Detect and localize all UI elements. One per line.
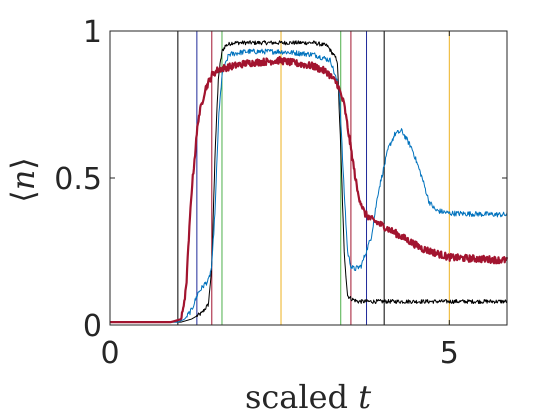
x-axis-label-text: scaled bbox=[245, 378, 348, 416]
y-tick-label-2: 1 bbox=[83, 15, 102, 50]
series-line-red bbox=[109, 55, 509, 324]
y-tick-label-1: 0.5 bbox=[54, 162, 102, 197]
y-axis-label-close: ⟩ bbox=[4, 157, 42, 169]
tick-labels: 0 5 0 0.5 1 bbox=[54, 15, 459, 371]
x-tick-label-0: 0 bbox=[100, 336, 119, 371]
y-axis-label-open: ⟨ bbox=[4, 190, 42, 202]
series-line-black bbox=[110, 40, 508, 323]
axis-ticks bbox=[109, 30, 507, 326]
y-axis-label: ⟨n⟩ bbox=[4, 157, 42, 203]
series-group bbox=[109, 40, 509, 324]
series-line-blue bbox=[110, 48, 508, 323]
plot-area-frame bbox=[109, 30, 508, 326]
x-axis-label-variable: t bbox=[358, 378, 371, 416]
y-axis-label-variable: n bbox=[4, 170, 42, 191]
x-tick-label-1: 5 bbox=[440, 336, 459, 371]
x-axis-label: scaled t bbox=[245, 378, 371, 416]
y-tick-label-0: 0 bbox=[83, 309, 102, 344]
